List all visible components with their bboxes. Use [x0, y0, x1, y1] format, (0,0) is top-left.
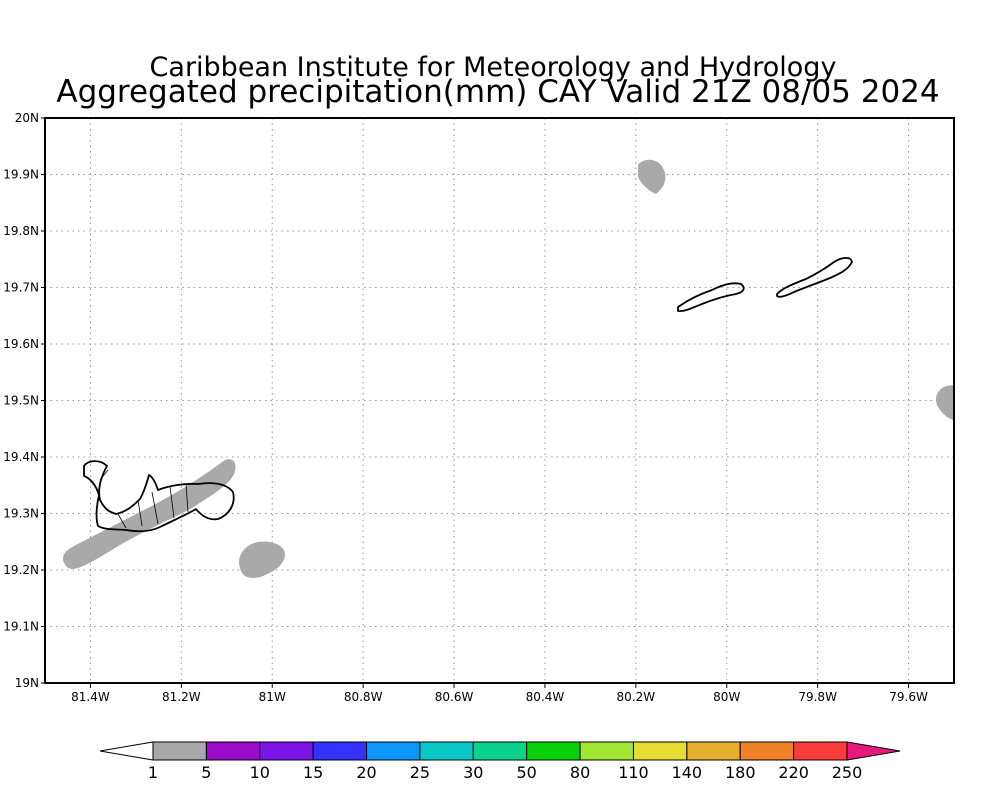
precip-area-northeast: [638, 159, 666, 194]
y-tick-label: 19N: [15, 676, 39, 690]
y-tick-label: 20N: [15, 111, 39, 125]
y-tick-label: 19.7N: [3, 281, 39, 295]
colorbar-bin: [205, 741, 261, 761]
precip-area-east-edge: [936, 385, 954, 420]
y-tick-label: 19.4N: [3, 450, 39, 464]
x-tick-label: 79.8W: [798, 690, 837, 704]
colorbar-bin: [793, 741, 848, 761]
y-tick-label: 19.9N: [3, 168, 39, 182]
colorbar-label: 5: [201, 763, 211, 782]
x-tick-label: 81W: [259, 690, 286, 704]
colorbar-bin: [419, 741, 474, 761]
precip-area-south: [238, 541, 285, 578]
colorbar-label: 110: [618, 763, 649, 782]
colorbar-bin: [312, 741, 368, 761]
colorbar-bin: [259, 741, 314, 761]
little-cayman-outline: [677, 282, 745, 313]
colorbar-bin: [526, 741, 581, 761]
y-tick-label: 19.8N: [3, 224, 39, 238]
colorbar-label: 1: [148, 763, 158, 782]
precipitation-areas: [62, 159, 954, 578]
colorbar-label: 220: [778, 763, 809, 782]
x-tick-label: 80.8W: [344, 690, 383, 704]
x-tick-label: 79.6W: [889, 690, 928, 704]
colorbar-label: 80: [570, 763, 590, 782]
latitude-axis: 19N 19.1N 19.2N 19.3N 19.4N 19.5N 19.6N 19.7N 19…: [3, 111, 45, 690]
title-line-2: Aggregated precipitation(mm) CAY Valid 2…: [56, 74, 939, 110]
colorbar-label: 30: [463, 763, 483, 782]
y-tick-label: 19.5N: [3, 394, 39, 408]
colorbar-label: 140: [672, 763, 703, 782]
colorbar-legend: 1 5 10 15 20 25 30 50 80 110 140 180 220 250: [99, 741, 901, 782]
y-tick-label: 19.6N: [3, 337, 39, 351]
colorbar-label: 25: [410, 763, 430, 782]
colorbar-label: 10: [250, 763, 270, 782]
colorbar-label: 20: [356, 763, 376, 782]
map-background: [45, 118, 954, 683]
longitude-axis: 81.4W 81.2W 81W 80.8W 80.6W 80.4W 80.2W 80W 79.8…: [71, 683, 928, 704]
colorbar-label: 180: [725, 763, 756, 782]
x-tick-label: 80W: [713, 690, 740, 704]
cayman-brac-outline: [776, 256, 853, 298]
coastlines: [83, 256, 853, 533]
colorbar-bin: [579, 741, 634, 761]
x-tick-label: 81.2W: [162, 690, 201, 704]
precip-area-grand-cayman: [62, 459, 236, 569]
y-tick-label: 19.3N: [3, 507, 39, 521]
colorbar-bin: [366, 741, 421, 761]
graticule: [45, 117, 954, 684]
grand-cayman-outline: [83, 460, 235, 533]
y-tick-label: 19.1N: [3, 620, 39, 634]
x-tick-label: 81.4W: [71, 690, 110, 704]
title-line-1: Caribbean Institute for Meteorology and …: [150, 52, 837, 83]
x-tick-label: 80.4W: [526, 690, 565, 704]
grand-cayman-districts: [99, 469, 189, 529]
colorbar-label: 250: [832, 763, 863, 782]
colorbar-over-triangle: [846, 741, 901, 761]
colorbar-under-triangle: [99, 741, 154, 761]
colorbar-label: 50: [517, 763, 537, 782]
x-tick-label: 80.2W: [617, 690, 656, 704]
colorbar-bin: [472, 741, 528, 761]
colorbar-bin: [739, 741, 795, 761]
colorbar-bin: [686, 741, 741, 761]
map-plot-area: [44, 117, 955, 684]
x-tick-label: 80.6W: [435, 690, 474, 704]
colorbar-bin: [152, 741, 207, 761]
y-tick-label: 19.2N: [3, 563, 39, 577]
colorbar-bin: [632, 741, 688, 761]
colorbar-label: 15: [303, 763, 323, 782]
